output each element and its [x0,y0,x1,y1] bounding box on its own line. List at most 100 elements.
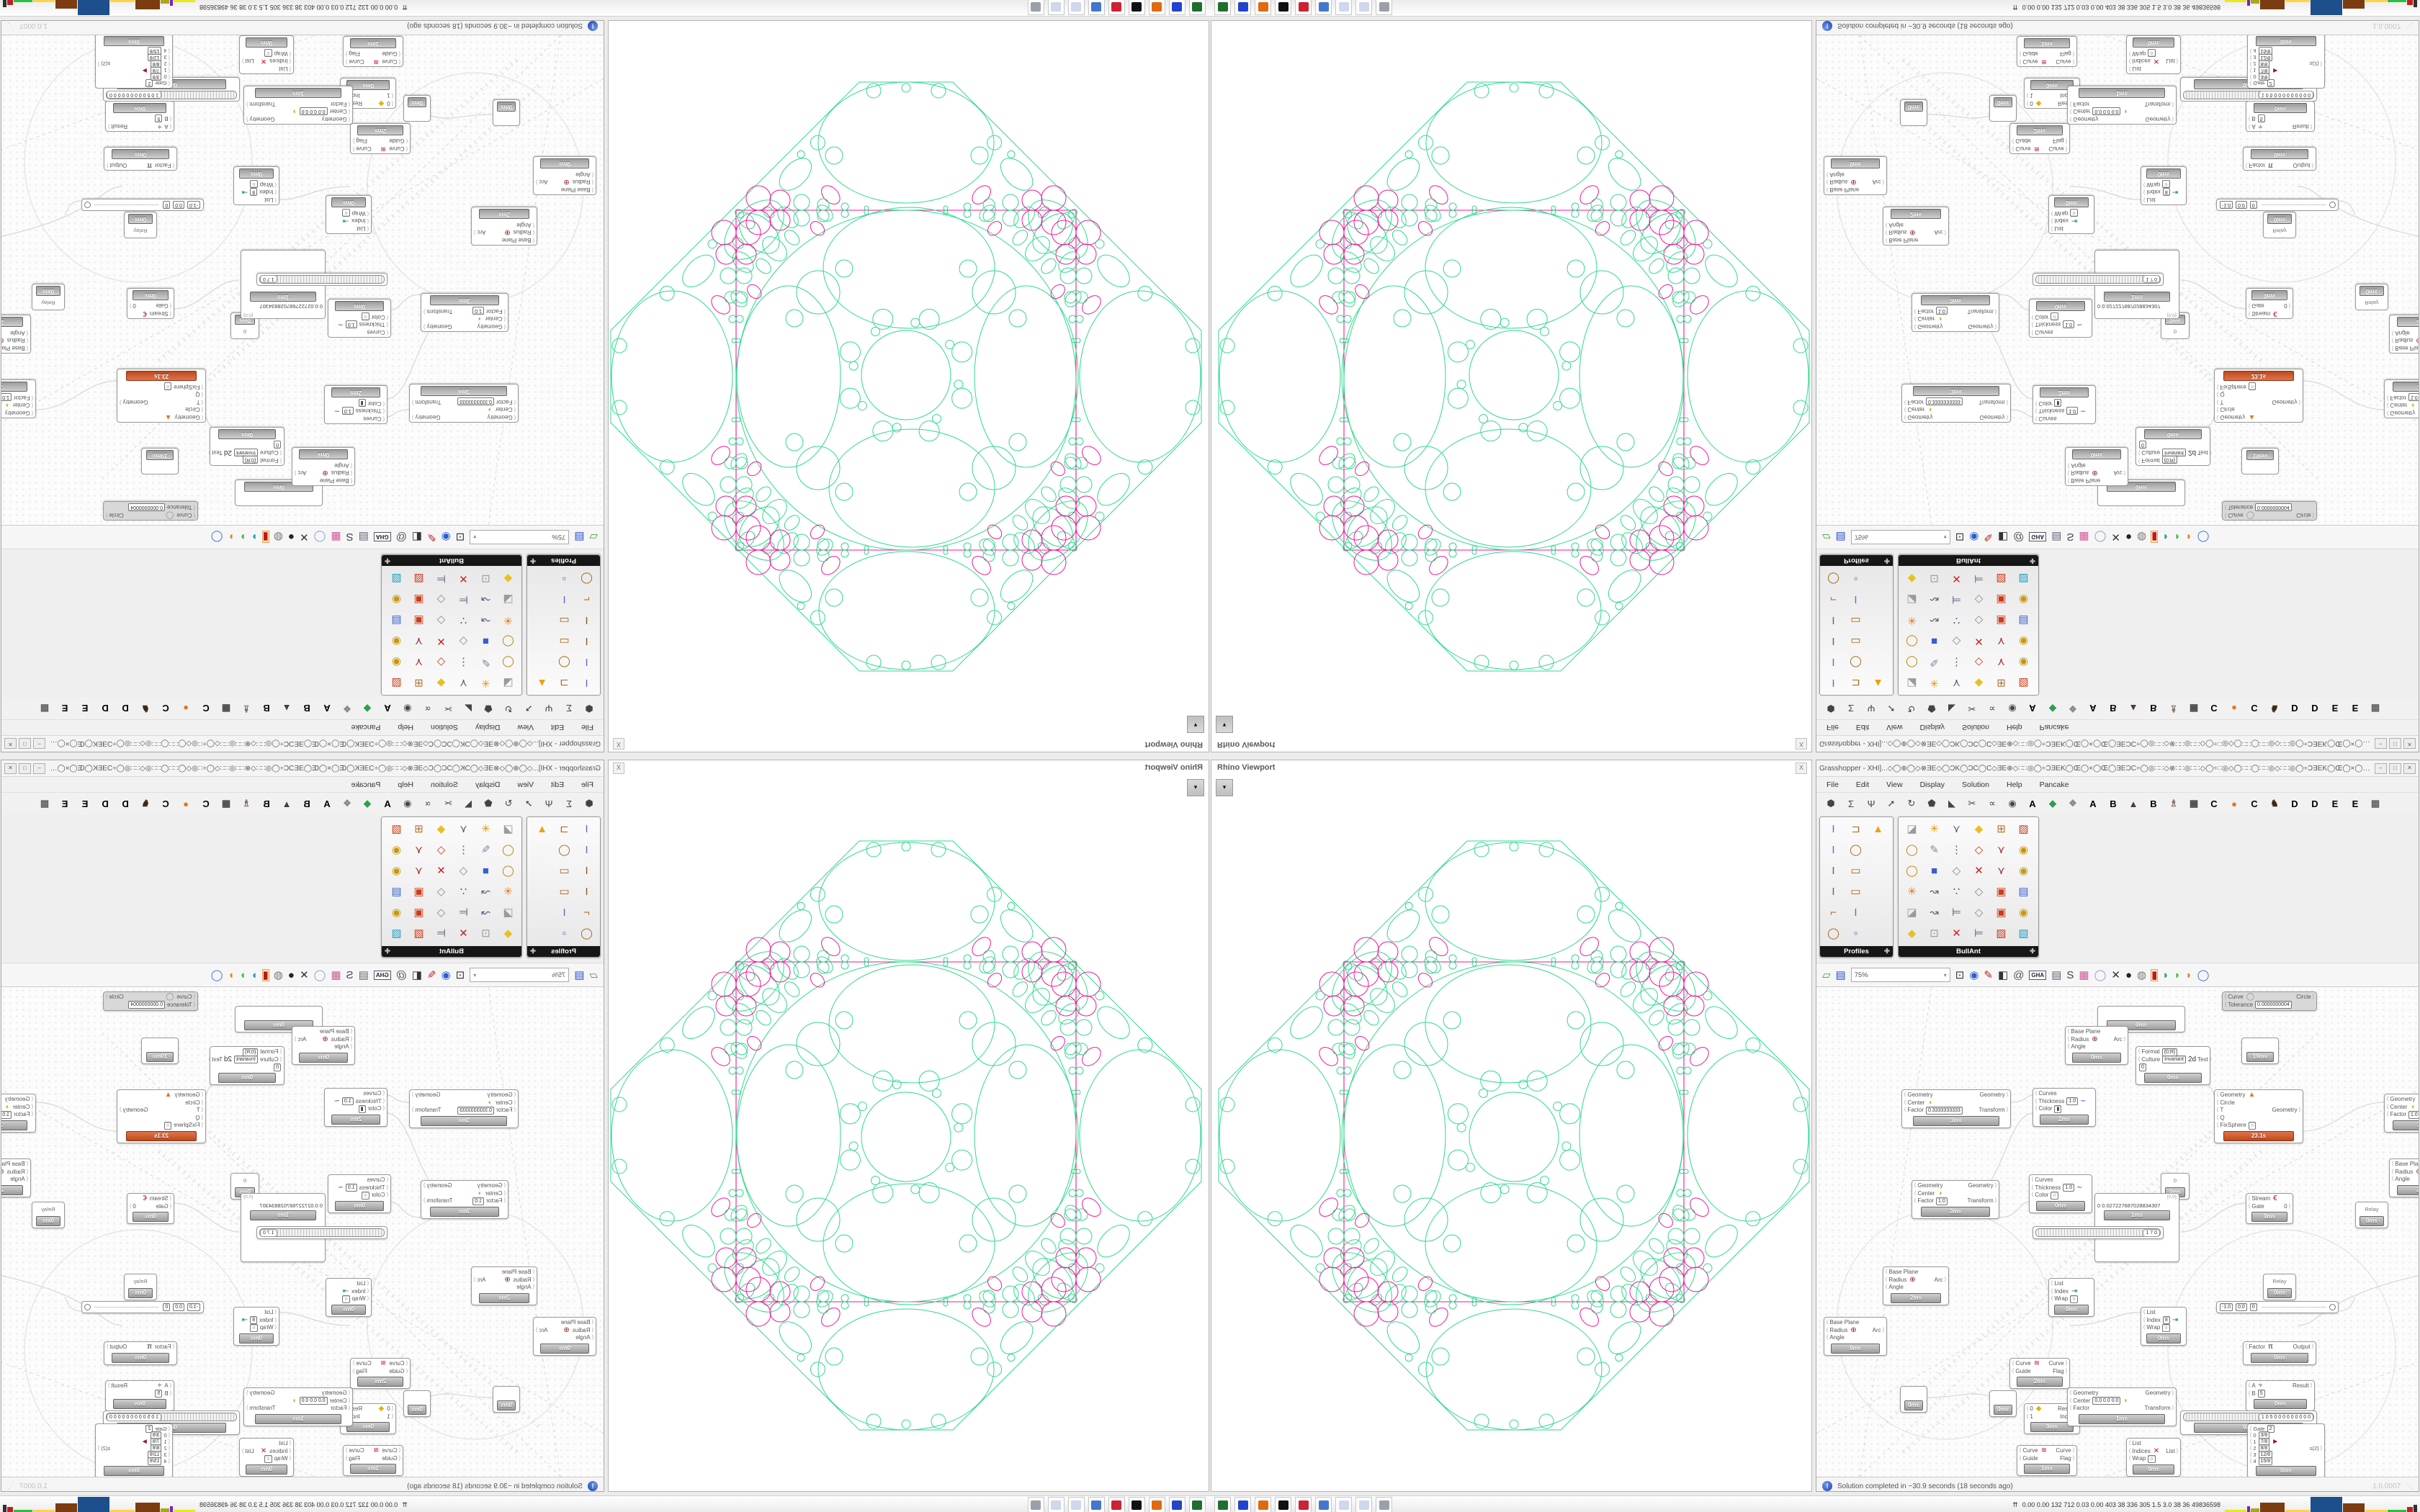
param-value-chip[interactable]: 2 [2267,1425,2275,1433]
canvas-node[interactable]: (List(Index 8 ⇥(Wrap ○ 0ms [233,1307,279,1346]
toolbar-preview-eye-button[interactable]: ◉ [1969,968,1979,981]
taskbar-app-notepad[interactable] [1068,1497,1085,1512]
palette-component-icon[interactable]: ◪ [503,906,514,919]
canvas-node[interactable]: (Geometry Geometry)(Center 0.0 0.0 0.0 ◑(Fa… [2067,1387,2177,1426]
param-value-chip[interactable]: 0.0 0.0 0.0 [299,1397,328,1405]
palette-component-icon[interactable]: ◆ [1974,677,1984,689]
palette-component-icon[interactable]: ▣ [1996,614,2007,626]
category-tab-icon[interactable]: ⬢ [585,798,593,809]
palette-component-icon[interactable]: ∵ [1953,886,1960,898]
menu-item-display[interactable]: Display [475,780,501,789]
palette-component-icon[interactable]: ◯ [502,635,514,647]
palette-component-icon[interactable]: ∵ [1953,614,1960,626]
plugin-tab[interactable]: ❖ [2069,703,2077,714]
toolbar-preview-eye-button[interactable]: ◉ [441,531,451,544]
palette-component-icon[interactable]: ◆ [436,677,446,689]
param-value-chip[interactable]: 0.3333333333 [1926,1106,1963,1115]
plugin-tab[interactable]: ♗ [2169,703,2178,714]
palette-component-icon[interactable]: ✳ [1930,677,1939,689]
taskbar-app-printer[interactable] [1028,0,1044,15]
palette-component-icon[interactable]: ✕ [459,572,468,585]
palette-component-icon[interactable]: ◇ [1952,635,1961,647]
plugin-tab[interactable]: B [2110,703,2117,714]
plugin-tab[interactable]: B [2110,798,2117,809]
palette-component-icon[interactable]: ◇ [436,593,446,606]
zoom-level-combo[interactable]: 75% ▾ [1850,530,1950,544]
category-tab-icon[interactable]: ◣ [1948,798,1955,809]
palette-component-icon[interactable]: ◉ [391,844,402,856]
palette-component-icon[interactable]: ⋎ [1953,823,1960,835]
toolbar-sphere-blue-button[interactable]: ◯ [210,968,223,981]
palette-component-icon[interactable]: ⊐ [1851,677,1860,689]
canvas-node[interactable]: (A ÷ Result)(B 5 0ms [105,1380,174,1411]
palette-component-icon[interactable]: ⊐ [560,823,569,835]
plugin-tab[interactable]: B [263,703,270,714]
toolbar-save-file-button[interactable]: ▤ [1835,968,1846,981]
param-value-chip[interactable]: 8 [250,187,258,196]
canvas-node[interactable]: (Curves(Thickness 1.0 ∼(Color ▮ 2ms [2033,385,2096,424]
palette-component-icon[interactable]: ◆ [1907,927,1917,940]
palette-component-icon[interactable]: ◯ [1906,865,1918,877]
canvas-node[interactable]: (Base Plane(Radius ⊕ Arc)(Angle 2ms [471,1266,537,1305]
palette-component-icon[interactable]: ✕ [1974,635,1984,647]
maximize-button[interactable]: □ [19,762,31,774]
toolbar-find-button[interactable]: S [346,531,354,544]
canvas-node[interactable]: 1 7 0 [2033,273,2164,286]
palette-component-icon[interactable]: ◆ [1907,572,1917,585]
plugin-tab[interactable]: B [303,703,310,714]
plugin-tab[interactable]: D [102,798,109,809]
taskbar-app-printer[interactable] [1376,0,1392,15]
palette-component-icon[interactable]: ◇ [436,906,446,919]
palette-expand-icon[interactable]: ✚ [1884,948,1890,955]
palette-component-icon[interactable]: ⋮ [1951,656,1962,668]
plugin-tab[interactable]: ❖ [343,703,351,714]
toolbar-wire-display-button[interactable]: ◧ [411,531,423,544]
toolbar-sketch-pen-button[interactable]: ✎ [1984,968,1993,981]
taskbar-app-calculator[interactable] [1315,0,1332,15]
palette-component-icon[interactable]: ◇ [1974,614,1984,626]
palette-expand-icon[interactable]: ✚ [2030,948,2035,955]
palette-component-icon[interactable]: ⊨ [1973,572,1984,585]
palette-component-icon[interactable]: ▧ [2018,927,2029,940]
taskbar-app-floppy-64[interactable] [1234,0,1251,15]
palette-component-icon[interactable]: ■ [482,865,490,877]
param-value-chip[interactable]: Invariant [234,448,258,456]
palette-component-icon[interactable]: ▤ [391,886,402,898]
param-value-chip[interactable]: 8 [2162,1316,2170,1325]
category-tab-icon[interactable]: ✂ [1968,703,1976,714]
plugin-tab[interactable]: A [323,703,331,714]
plugin-tab[interactable]: A [384,703,391,714]
param-value-chip[interactable]: 1.0 [2408,393,2419,402]
toolbar-wire-display-button[interactable]: ◧ [1997,531,2009,544]
canvas-node[interactable]: (Curve ≋ Curve)(Guide Flag) 1ms [343,36,403,67]
canvas-node[interactable]: Relay 0ms [124,1274,157,1300]
canvas-node[interactable]: (Gate 2(0 3/8(1 7/8 ►(2 8/8 s(2))(3 12/8(4 15/8 0… [2247,1423,2325,1477]
minimize-button[interactable]: – [33,738,45,750]
palette-component-icon[interactable]: ↝ [481,614,490,626]
taskbar-app-black-logo[interactable] [1275,0,1291,15]
param-value-chip[interactable]: ○ [2070,209,2078,217]
toolbar-preview-off-button[interactable]: ● [2125,531,2133,544]
canvas-node[interactable]: (Curve ◯ Circle)(Tolerance 0.0000000004 [2222,991,2317,1011]
plugin-tab[interactable]: B [263,798,270,809]
param-value-chip[interactable]: 8 [2162,187,2170,196]
palette-component-icon[interactable]: I [585,886,588,898]
palette-component-icon[interactable]: ⌐ [583,906,590,919]
param-value-chip[interactable]: ○ [342,209,350,217]
canvas-node[interactable]: -1.0 0.0 0 [2216,199,2339,211]
canvas-node[interactable]: 0ms [1900,99,1927,126]
canvas-node[interactable]: (List(Indices ✕ List)(Wrap ○ 0ms [2126,35,2181,74]
palette-component-icon[interactable]: ▣ [1996,886,2007,898]
canvas-node[interactable]: (Curves(Thickness 1.0 ∼(Color ○ 0ms [328,1174,391,1213]
viewport-projection-dropdown[interactable]: ▾ [1187,779,1204,796]
toolbar-preview-eye-button[interactable]: ◉ [441,968,451,981]
palette-component-icon[interactable]: ⋎ [415,635,423,647]
palette-component-icon[interactable]: ◉ [2018,635,2029,647]
plugin-tab[interactable]: ▲ [2128,703,2138,714]
canvas-node[interactable]: 0ms [493,99,520,126]
canvas-node[interactable]: (Factor π Output) 0ms [104,1341,177,1365]
param-value-chip[interactable]: 0.0000000004 [2255,503,2292,511]
category-tab-icon[interactable]: ↻ [504,703,513,714]
plugin-tab[interactable]: ● [2231,703,2237,714]
